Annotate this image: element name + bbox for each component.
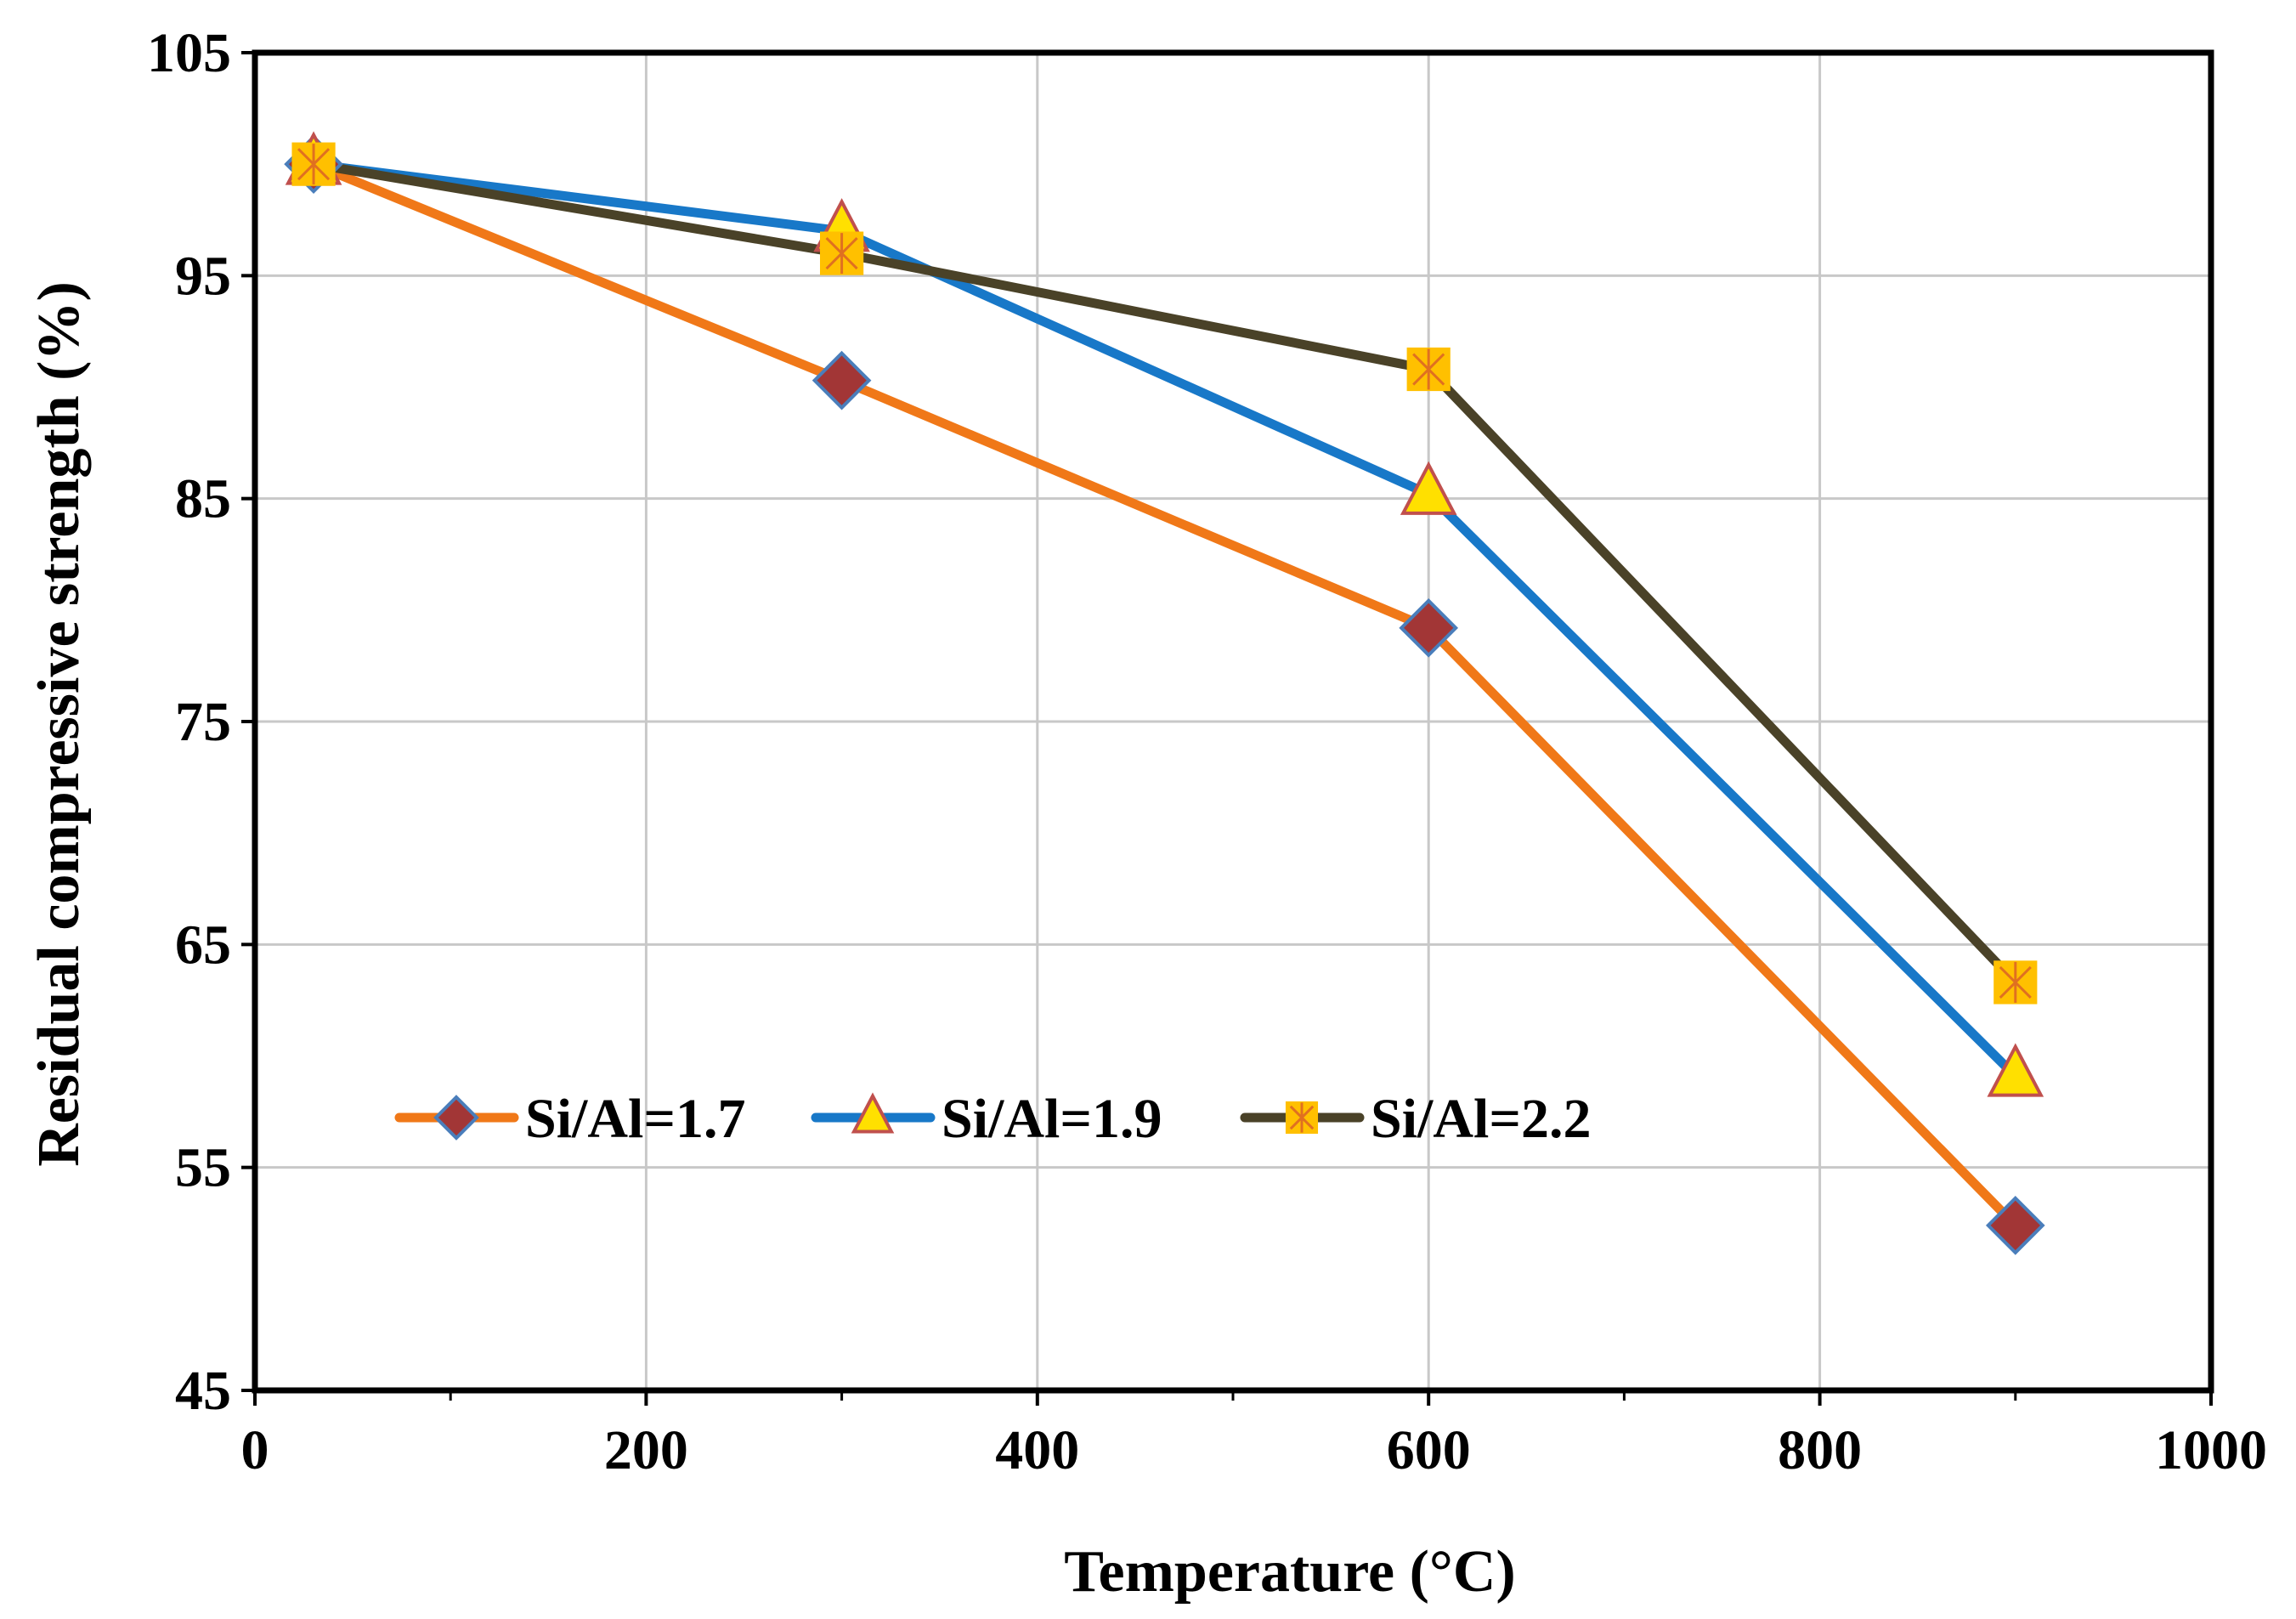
- square-marker-star: [825, 233, 858, 275]
- square-marker-star: [1999, 961, 2032, 1003]
- data-point-series-3: [1993, 960, 2038, 1005]
- legend-entry-2: Si/Al=1.9: [811, 1088, 1162, 1150]
- y-tick-label: 105: [147, 22, 231, 84]
- data-point-series-3: [1406, 347, 1451, 392]
- y-axis-title: Residual compressive strength (%): [26, 281, 92, 1167]
- data-point-series-1: [1399, 597, 1459, 658]
- y-tick-label: 45: [175, 1360, 231, 1422]
- y-tick-label: 55: [175, 1137, 231, 1199]
- legend: Si/Al=1.7 Si/Al=1.9 Si/Al=2.2: [394, 1088, 1592, 1150]
- data-point-series-2: [1400, 461, 1457, 515]
- square-marker-star: [1412, 348, 1445, 390]
- x-tick-label: 400: [995, 1419, 1079, 1481]
- data-point-series-1: [812, 350, 872, 410]
- legend-marker: [433, 1095, 479, 1141]
- series-line-3: [308, 159, 2021, 988]
- y-tick-label: 95: [175, 245, 231, 307]
- y-tick-label: 65: [175, 914, 231, 976]
- series-layer: [284, 131, 2045, 1255]
- series-line-1: [308, 159, 2021, 1231]
- grid: [255, 53, 2211, 1390]
- y-tick-label: 75: [175, 691, 231, 753]
- x-tick-label: 800: [1778, 1419, 1862, 1481]
- axis-ticks: 45 55 65 75 85 95 105 0 200 400 600 800 1000: [147, 22, 2267, 1481]
- x-tick-label: 1000: [2155, 1419, 2267, 1481]
- legend-marker: [851, 1092, 895, 1134]
- legend-label: Si/Al=2.2: [1371, 1088, 1592, 1150]
- square-marker-star: [1289, 1102, 1315, 1133]
- data-point-series-3: [820, 231, 864, 275]
- x-tick-label: 200: [604, 1419, 688, 1481]
- data-point-series-3: [291, 142, 336, 186]
- legend-entry-1: Si/Al=1.7: [394, 1088, 746, 1150]
- square-marker-star: [297, 144, 331, 185]
- legend-marker: [1285, 1101, 1319, 1135]
- series-line-2: [308, 159, 2021, 1081]
- legend-label: Si/Al=1.9: [942, 1088, 1162, 1150]
- x-axis-title: Temperature (°C): [1064, 1539, 1516, 1605]
- data-point-series-2: [1987, 1043, 2044, 1097]
- x-tick-label: 600: [1387, 1419, 1471, 1481]
- data-point-series-1: [1985, 1196, 2045, 1255]
- x-tick-label: 0: [241, 1419, 269, 1481]
- legend-entry-3: Si/Al=2.2: [1240, 1088, 1592, 1150]
- y-tick-label: 85: [175, 468, 231, 530]
- legend-label: Si/Al=1.7: [525, 1088, 746, 1150]
